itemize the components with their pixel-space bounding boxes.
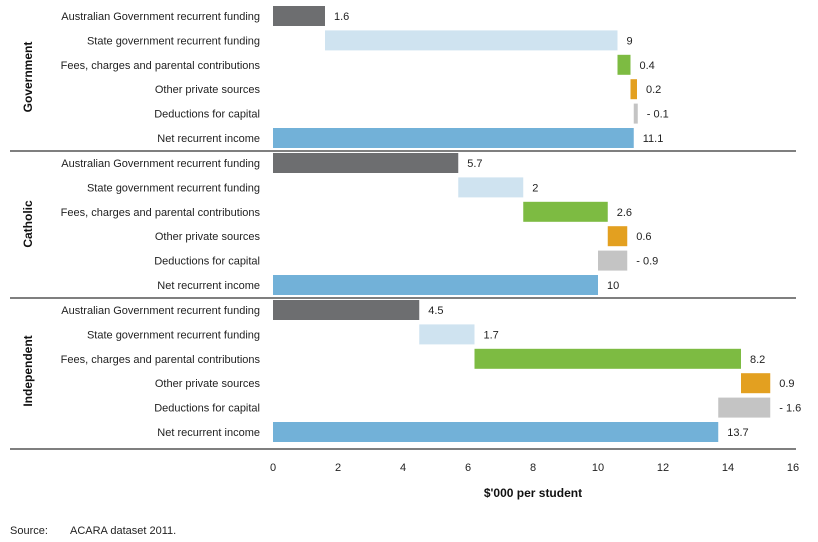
category-label: Australian Government recurrent funding [61, 158, 260, 170]
x-tick-label: 4 [400, 462, 406, 474]
value-label: - 0.1 [647, 109, 669, 121]
category-label: Other private sources [155, 84, 261, 96]
bar-catholic-4 [598, 250, 628, 271]
bar-independent-5 [273, 422, 719, 442]
bar-catholic-2 [523, 201, 608, 222]
value-label: - 0.9 [636, 256, 658, 268]
category-label: Deductions for capital [154, 403, 260, 415]
value-label: 2.6 [617, 207, 632, 219]
value-label: 0.4 [640, 60, 655, 72]
value-label: 13.7 [727, 427, 748, 439]
category-label: State government recurrent funding [87, 35, 260, 47]
x-tick-label: 10 [592, 462, 604, 474]
x-tick-label: 14 [722, 462, 734, 474]
category-label: Other private sources [155, 231, 261, 243]
bar-government-5 [273, 128, 634, 148]
x-axis-title: $'000 per student [484, 486, 582, 500]
value-label: 9 [627, 35, 633, 47]
value-label: 2 [532, 182, 538, 194]
x-tick-label: 2 [335, 462, 341, 474]
source-text: ACARA dataset 2011. [70, 525, 177, 537]
bar-independent-2 [474, 348, 741, 369]
category-label: Net recurrent income [157, 280, 260, 292]
bar-government-3 [630, 79, 637, 100]
group-label-catholic: Catholic [21, 200, 35, 248]
bar-catholic-3 [607, 226, 628, 247]
x-tick-label: 12 [657, 462, 669, 474]
x-tick-label: 6 [465, 462, 471, 474]
value-label: 10 [607, 280, 619, 292]
group-label-government: Government [21, 42, 35, 113]
category-label: State government recurrent funding [87, 329, 260, 341]
bar-government-4 [633, 103, 638, 124]
x-tick-label: 0 [270, 462, 276, 474]
value-label: 0.9 [779, 378, 794, 390]
x-tick-label: 16 [787, 462, 799, 474]
category-label: State government recurrent funding [87, 182, 260, 194]
bar-independent-4 [718, 397, 771, 418]
category-label: Australian Government recurrent funding [61, 305, 260, 317]
category-label: Deductions for capital [154, 256, 260, 268]
bar-independent-1 [419, 324, 475, 345]
bar-independent-3 [741, 373, 771, 394]
bar-catholic-0 [273, 153, 459, 173]
category-label: Deductions for capital [154, 109, 260, 121]
bar-government-2 [617, 54, 631, 75]
category-label: Fees, charges and parental contributions [61, 60, 261, 72]
group-label-independent: Independent [21, 335, 35, 406]
bar-government-0 [273, 6, 325, 26]
value-label: 1.7 [484, 329, 499, 341]
x-tick-label: 8 [530, 462, 536, 474]
category-label: Net recurrent income [157, 133, 260, 145]
bar-government-1 [325, 30, 618, 51]
category-label: Fees, charges and parental contributions [61, 207, 261, 219]
source-note: Source: ACARA dataset 2011. [10, 525, 176, 537]
waterfall-chart: Government Australian Government recurren… [10, 6, 801, 500]
value-label: 8.2 [750, 354, 765, 366]
category-label: Fees, charges and parental contributions [61, 354, 261, 366]
value-label: 11.1 [643, 133, 664, 145]
value-label: 5.7 [467, 158, 482, 170]
category-label: Australian Government recurrent funding [61, 11, 260, 23]
value-label: 0.2 [646, 84, 661, 96]
category-label: Net recurrent income [157, 427, 260, 439]
bar-catholic-1 [458, 177, 524, 198]
source-prefix: Source: [10, 525, 48, 537]
value-label: 1.6 [334, 11, 349, 23]
value-label: 0.6 [636, 231, 651, 243]
value-label: - 1.6 [779, 403, 801, 415]
bar-independent-0 [273, 300, 420, 320]
category-label: Other private sources [155, 378, 261, 390]
value-label: 4.5 [428, 305, 443, 317]
bar-catholic-5 [273, 275, 598, 295]
